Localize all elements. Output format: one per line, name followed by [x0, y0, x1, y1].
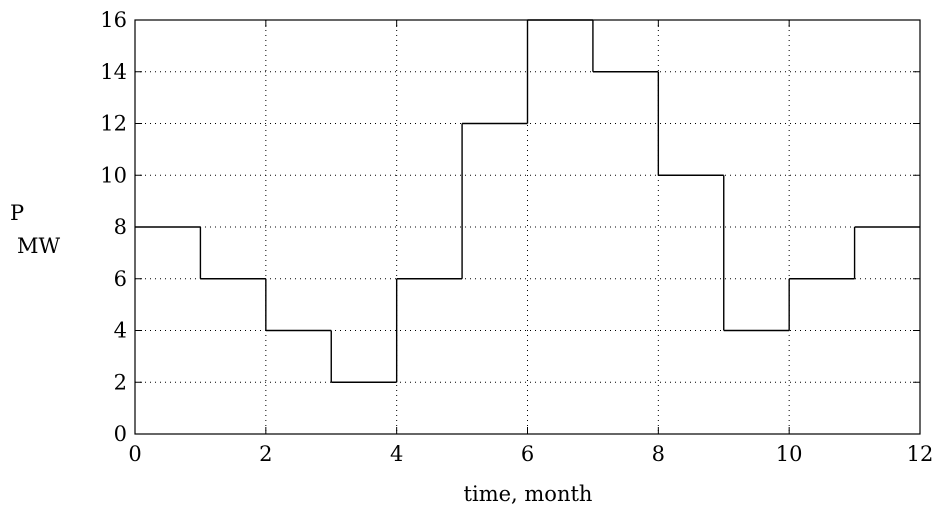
y-tick-labels: 0 2 4 6 8 10 12 14 16: [100, 8, 127, 446]
y-tick-label-10: 10: [100, 163, 127, 187]
x-tick-label-10: 10: [776, 442, 803, 466]
x-tick-label-12: 12: [907, 442, 934, 466]
x-tick-label-2: 2: [259, 442, 272, 466]
y-tick-label-8: 8: [114, 215, 127, 239]
y-tick-label-6: 6: [114, 267, 127, 291]
x-tick-label-0: 0: [128, 442, 141, 466]
y-tick-label-12: 12: [100, 112, 127, 136]
x-tick-label-4: 4: [390, 442, 403, 466]
step-series: [135, 19, 920, 383]
y-tick-label-4: 4: [114, 319, 127, 343]
tick-marks: [134, 19, 921, 435]
x-axis-label: time, month: [464, 482, 593, 506]
y-tick-label-2: 2: [114, 370, 127, 394]
y-axis-label-line2: MW: [17, 234, 61, 258]
x-tick-label-6: 6: [521, 442, 534, 466]
x-tick-label-8: 8: [652, 442, 665, 466]
y-tick-label-16: 16: [100, 8, 127, 32]
y-tick-label-0: 0: [114, 422, 127, 446]
y-tick-label-14: 14: [100, 60, 127, 84]
x-tick-labels: 0 2 4 6 8 10 12: [128, 442, 933, 466]
y-axis-label-line1: P: [10, 201, 24, 225]
